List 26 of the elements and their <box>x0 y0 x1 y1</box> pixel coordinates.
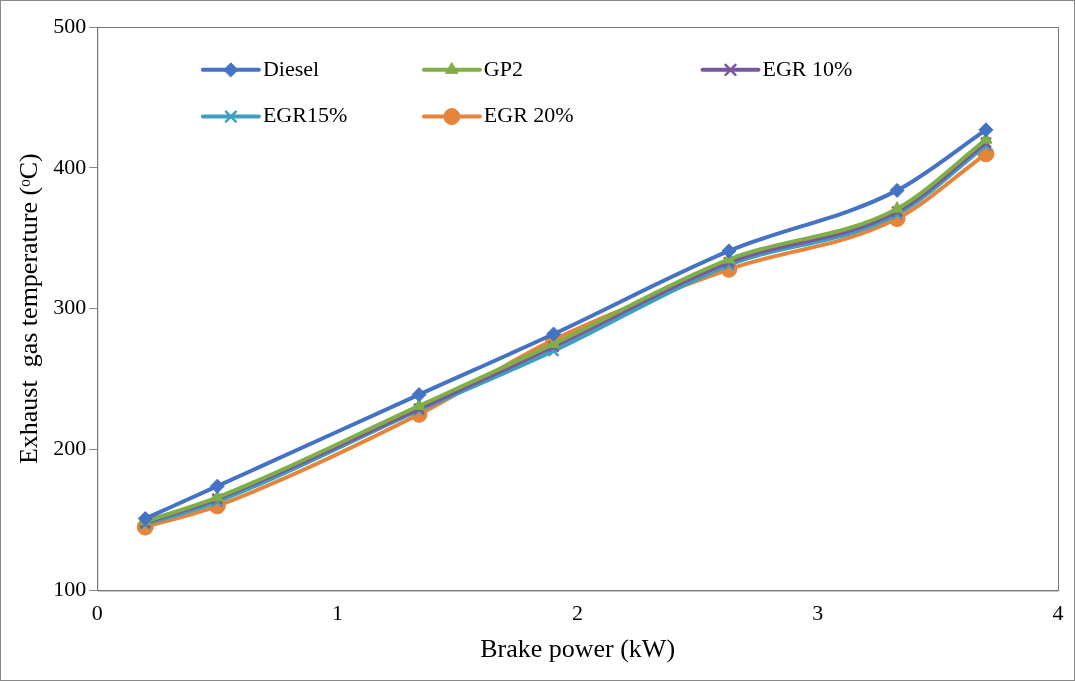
x-tick-label: 0 <box>91 600 103 626</box>
legend-label: EGR 20% <box>483 102 574 128</box>
x-tick-label: 3 <box>812 600 824 626</box>
y-tick-label: 400 <box>53 153 87 179</box>
point <box>890 201 904 213</box>
x-tick-label: 1 <box>331 600 343 626</box>
legend-label: EGR15% <box>262 102 348 128</box>
y-axis-title: Exhaust gas temperature (ᵒC) <box>14 153 44 465</box>
x-tick-label: 2 <box>572 600 584 626</box>
x-axis-title: Brake power (kW) <box>480 634 676 664</box>
legend-label: GP2 <box>483 55 523 81</box>
y-tick-label: 100 <box>53 576 87 602</box>
point <box>889 182 905 198</box>
point <box>209 478 225 494</box>
point <box>721 243 737 259</box>
y-tick-label: 300 <box>53 294 87 320</box>
legend-label: EGR 10% <box>762 55 853 81</box>
point <box>547 340 560 353</box>
point <box>978 122 994 138</box>
y-tick-label: 200 <box>53 435 87 461</box>
y-tick-label: 500 <box>53 12 87 38</box>
x-tick-label: 4 <box>1052 600 1064 626</box>
legend-label: Diesel <box>262 55 320 81</box>
point <box>411 387 427 403</box>
point <box>412 398 426 410</box>
point <box>546 326 562 342</box>
